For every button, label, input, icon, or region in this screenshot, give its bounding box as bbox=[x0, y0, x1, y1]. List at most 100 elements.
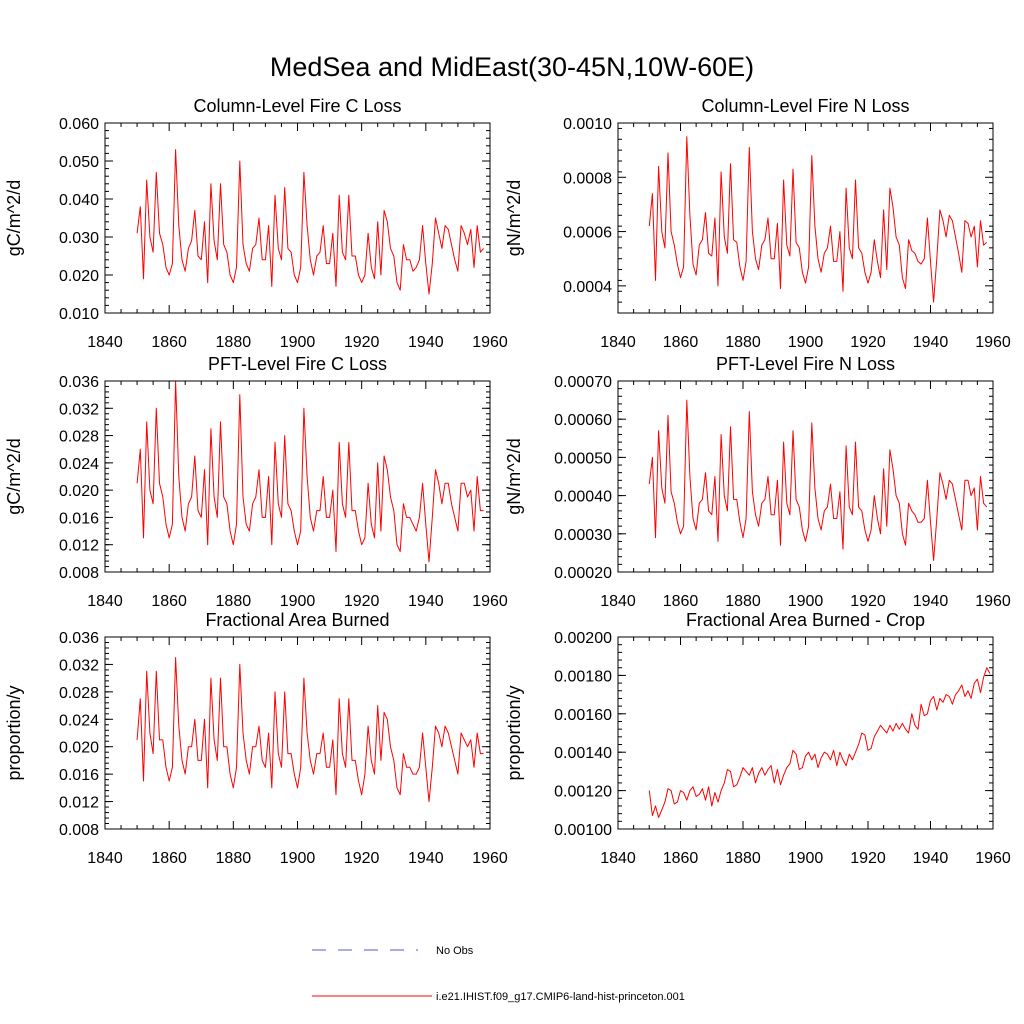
y-tick-label: 0.016 bbox=[59, 510, 99, 527]
x-tick-label: 1900 bbox=[280, 850, 316, 867]
plot-frame bbox=[617, 636, 994, 830]
x-tick-label: 1860 bbox=[663, 334, 699, 351]
y-tick-label: 0.012 bbox=[59, 538, 99, 555]
x-tick-label: 1840 bbox=[600, 850, 636, 867]
y-tick-label: 0.028 bbox=[59, 685, 99, 702]
x-tick-label: 1940 bbox=[408, 850, 444, 867]
y-tick-label: 0.036 bbox=[59, 630, 99, 647]
x-tick-label: 1880 bbox=[725, 334, 761, 351]
panels-container: Column-Level Fire C Loss gC/m^2/d 1840 1860… bbox=[4, 96, 1011, 867]
x-tick-label: 1960 bbox=[472, 593, 508, 610]
x-tick-label: 1940 bbox=[408, 334, 444, 351]
panel-5: Fractional Area Burned proportion/y 1840 18… bbox=[4, 610, 508, 867]
y-tick-label: 0.00030 bbox=[554, 527, 612, 544]
y-tick-label: 0.032 bbox=[59, 401, 99, 418]
panel-title: Fractional Area Burned - Crop bbox=[686, 610, 925, 630]
panel-title: PFT-Level Fire N Loss bbox=[716, 354, 895, 374]
y-tick-label: 0.032 bbox=[59, 657, 99, 674]
y-tick-label: 0.00120 bbox=[554, 784, 612, 801]
y-tick-label: 0.010 bbox=[59, 306, 99, 323]
y-tick-label: 0.012 bbox=[59, 795, 99, 812]
y-tick-label: 0.050 bbox=[59, 154, 99, 171]
y-axis-label: gC/m^2/d bbox=[4, 180, 24, 256]
y-tick-label: 0.0004 bbox=[563, 279, 612, 296]
y-tick-label: 0.060 bbox=[59, 116, 99, 133]
figure-title: MedSea and MidEast(30-45N,10W-60E) bbox=[270, 52, 754, 82]
x-tick-label: 1900 bbox=[788, 334, 824, 351]
y-tick-label: 0.00180 bbox=[554, 668, 612, 685]
y-tick-label: 0.00020 bbox=[554, 565, 612, 582]
panel-6: Fractional Area Burned - Crop proportion/… bbox=[504, 610, 1011, 867]
y-tick-label: 0.00060 bbox=[554, 412, 612, 429]
x-tick-label: 1840 bbox=[87, 850, 123, 867]
y-tick-label: 0.00040 bbox=[554, 489, 612, 506]
y-tick-label: 0.028 bbox=[59, 429, 99, 446]
x-tick-label: 1840 bbox=[600, 593, 636, 610]
y-tick-label: 0.00100 bbox=[554, 822, 612, 839]
series-line bbox=[136, 380, 484, 563]
x-tick-label: 1940 bbox=[913, 593, 949, 610]
x-tick-label: 1860 bbox=[663, 593, 699, 610]
x-tick-label: 1920 bbox=[850, 850, 886, 867]
series-line bbox=[136, 149, 484, 295]
x-tick-label: 1920 bbox=[850, 593, 886, 610]
x-tick-label: 1860 bbox=[663, 850, 699, 867]
y-tick-label: 0.0008 bbox=[563, 170, 612, 187]
x-tick-label: 1840 bbox=[600, 334, 636, 351]
x-tick-label: 1960 bbox=[975, 334, 1011, 351]
x-tick-label: 1960 bbox=[472, 850, 508, 867]
panel-1: Column-Level Fire C Loss gC/m^2/d 1840 1860… bbox=[4, 96, 508, 351]
series-line bbox=[648, 667, 991, 818]
y-axis-label: gN/m^2/d bbox=[504, 438, 524, 514]
x-tick-label: 1920 bbox=[344, 593, 380, 610]
series-line bbox=[136, 657, 484, 803]
y-tick-label: 0.00070 bbox=[554, 374, 612, 391]
y-axis-label: gC/m^2/d bbox=[4, 438, 24, 514]
panel-3: PFT-Level Fire C Loss gC/m^2/d 1840 1860 188… bbox=[4, 354, 508, 610]
x-tick-label: 1860 bbox=[151, 593, 187, 610]
x-tick-label: 1860 bbox=[151, 850, 187, 867]
x-tick-label: 1920 bbox=[850, 334, 886, 351]
x-tick-label: 1960 bbox=[472, 334, 508, 351]
y-tick-label: 0.024 bbox=[59, 712, 99, 729]
x-tick-label: 1880 bbox=[725, 850, 761, 867]
x-tick-label: 1860 bbox=[151, 334, 187, 351]
x-tick-label: 1840 bbox=[87, 593, 123, 610]
plot-frame bbox=[104, 380, 491, 573]
plot-frame bbox=[617, 122, 994, 314]
x-tick-label: 1880 bbox=[216, 334, 252, 351]
x-tick-label: 1900 bbox=[788, 593, 824, 610]
y-tick-label: 0.00160 bbox=[554, 707, 612, 724]
y-tick-label: 0.016 bbox=[59, 767, 99, 784]
x-tick-label: 1900 bbox=[280, 334, 316, 351]
series-line bbox=[648, 136, 988, 303]
y-axis-label: proportion/y bbox=[4, 685, 24, 780]
y-axis-label: proportion/y bbox=[504, 685, 524, 780]
x-tick-label: 1880 bbox=[216, 593, 252, 610]
plot-frame bbox=[104, 636, 491, 830]
panel-4: PFT-Level Fire N Loss gN/m^2/d 1840 1860 188… bbox=[504, 354, 1011, 610]
y-tick-label: 0.040 bbox=[59, 192, 99, 209]
x-tick-label: 1960 bbox=[975, 593, 1011, 610]
y-tick-label: 0.00050 bbox=[554, 450, 612, 467]
x-tick-label: 1940 bbox=[913, 334, 949, 351]
y-tick-label: 0.00140 bbox=[554, 745, 612, 762]
legend-obs-label: No Obs bbox=[436, 945, 474, 957]
y-tick-label: 0.020 bbox=[59, 483, 99, 500]
y-tick-label: 0.024 bbox=[59, 456, 99, 473]
x-tick-label: 1840 bbox=[87, 334, 123, 351]
panel-title: Fractional Area Burned bbox=[205, 610, 389, 630]
x-tick-label: 1940 bbox=[913, 850, 949, 867]
x-tick-label: 1880 bbox=[216, 850, 252, 867]
legend: No Obs i.e21.IHIST.f09_g17.CMIP6-land-hi… bbox=[312, 945, 685, 1003]
x-tick-label: 1940 bbox=[408, 593, 444, 610]
y-tick-label: 0.0010 bbox=[563, 116, 612, 133]
panel-title: PFT-Level Fire C Loss bbox=[208, 354, 387, 374]
panel-title: Column-Level Fire C Loss bbox=[193, 96, 401, 116]
plot-frame bbox=[617, 380, 994, 573]
y-tick-label: 0.020 bbox=[59, 740, 99, 757]
y-tick-label: 0.008 bbox=[59, 822, 99, 839]
y-tick-label: 0.008 bbox=[59, 565, 99, 582]
plot-frame bbox=[104, 122, 491, 314]
